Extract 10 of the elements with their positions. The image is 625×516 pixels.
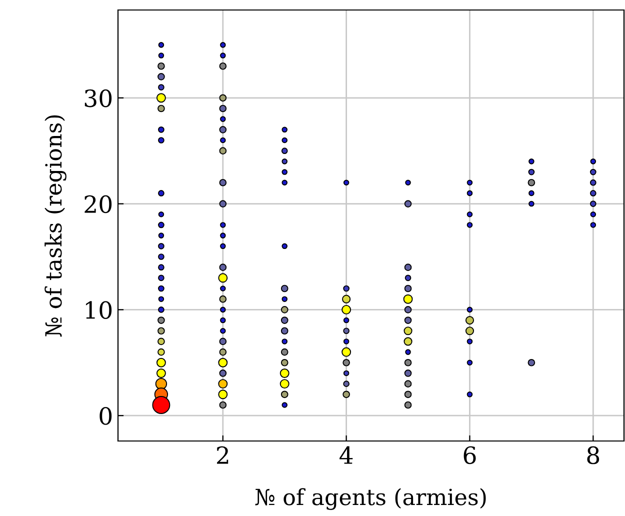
x-tick-label: 4 (340, 446, 353, 464)
y-tick-label: 0 (100, 407, 112, 425)
y-tick-label: 10 (86, 301, 112, 319)
x-tick-label: 8 (587, 446, 600, 464)
y-tick-label: 30 (84, 89, 112, 108)
y-axis-title: № of tasks (regions) (44, 115, 66, 337)
x-tick-label: 6 (464, 446, 476, 464)
x-axis-title: № of agents (armies) (255, 488, 486, 510)
y-tick-label: 20 (84, 195, 112, 214)
x-tick-label: 2 (216, 446, 228, 464)
